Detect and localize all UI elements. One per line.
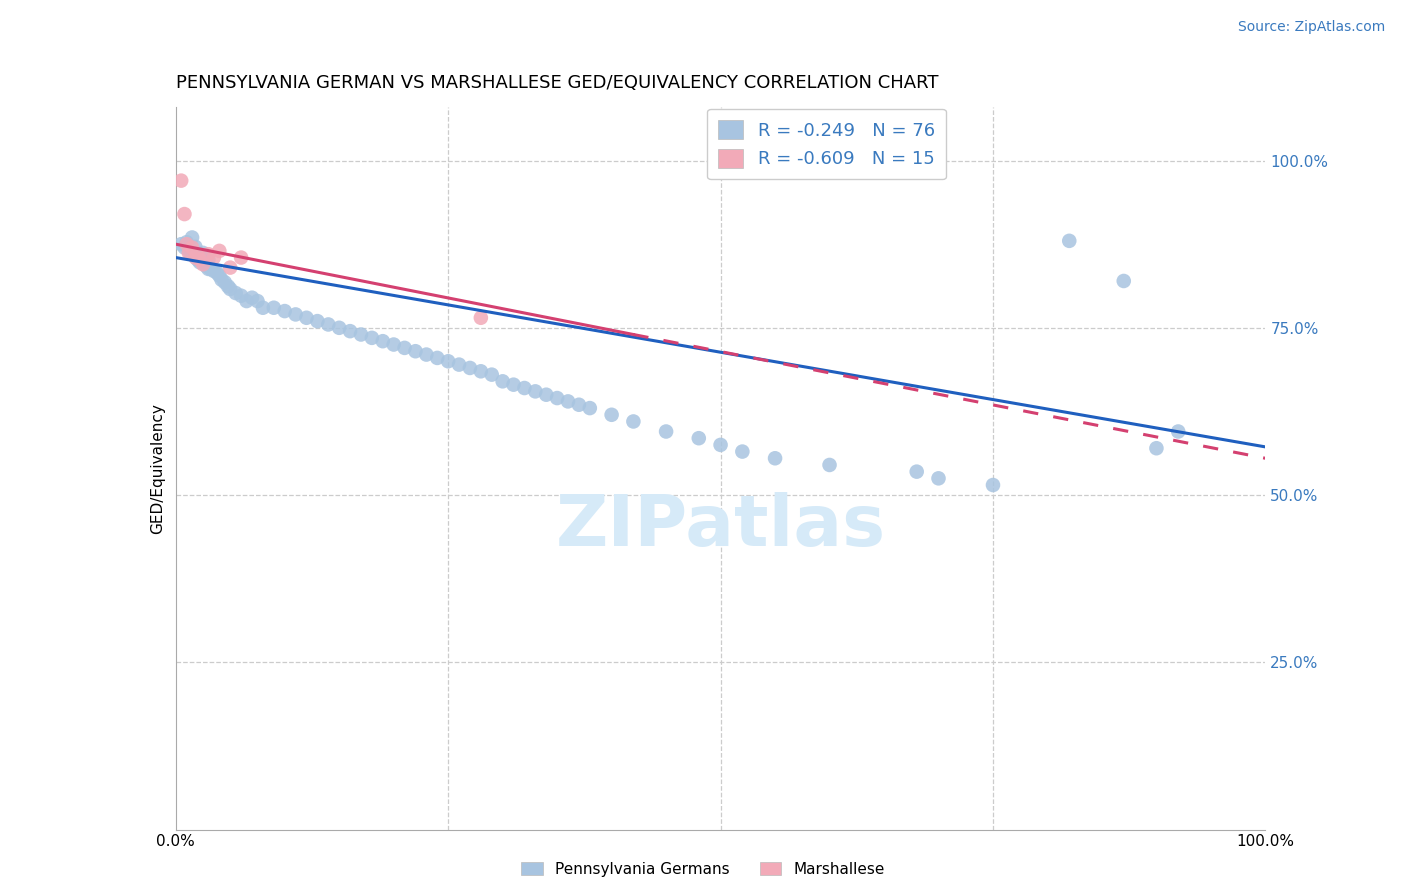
- Point: [481, 368, 503, 382]
- Point: [470, 364, 492, 378]
- Point: [981, 478, 1004, 492]
- Point: [208, 244, 231, 258]
- Point: [524, 384, 547, 399]
- Point: [382, 337, 405, 351]
- Point: [186, 249, 209, 263]
- Point: [177, 244, 200, 258]
- Point: [360, 331, 382, 345]
- Point: [176, 235, 198, 250]
- Point: [928, 471, 950, 485]
- Point: [191, 257, 214, 271]
- Point: [621, 415, 644, 429]
- Point: [184, 251, 207, 265]
- Point: [240, 291, 263, 305]
- Point: [546, 391, 568, 405]
- Point: [731, 444, 754, 458]
- Point: [371, 334, 394, 349]
- Point: [181, 246, 204, 260]
- Legend: Pennsylvania Germans, Marshallese: Pennsylvania Germans, Marshallese: [513, 854, 893, 884]
- Point: [688, 431, 710, 445]
- Point: [470, 310, 492, 325]
- Point: [170, 237, 193, 252]
- Point: [339, 324, 361, 338]
- Point: [181, 230, 204, 244]
- Point: [173, 241, 195, 255]
- Point: [447, 358, 470, 372]
- Point: [513, 381, 536, 395]
- Point: [284, 307, 307, 322]
- Point: [600, 408, 623, 422]
- Point: [181, 241, 204, 255]
- Point: [710, 438, 733, 452]
- Point: [557, 394, 579, 409]
- Point: [176, 237, 198, 252]
- Point: [184, 240, 207, 254]
- Point: [295, 310, 318, 325]
- Point: [818, 458, 841, 472]
- Point: [214, 276, 236, 290]
- Point: [186, 252, 209, 267]
- Point: [350, 327, 373, 342]
- Point: [191, 254, 214, 268]
- Point: [263, 301, 285, 315]
- Point: [655, 425, 678, 439]
- Point: [534, 387, 557, 401]
- Point: [437, 354, 460, 368]
- Point: [217, 279, 239, 293]
- Point: [195, 260, 218, 274]
- Point: [188, 252, 211, 267]
- Point: [568, 398, 591, 412]
- Point: [502, 377, 524, 392]
- Point: [225, 285, 247, 300]
- Point: [191, 246, 214, 260]
- Point: [235, 294, 257, 309]
- Point: [252, 301, 274, 315]
- Text: PENNSYLVANIA GERMAN VS MARSHALLESE GED/EQUIVALENCY CORRELATION CHART: PENNSYLVANIA GERMAN VS MARSHALLESE GED/E…: [176, 74, 938, 92]
- Point: [195, 251, 218, 265]
- Point: [1112, 274, 1135, 288]
- Point: [184, 249, 207, 263]
- Point: [318, 318, 340, 332]
- Point: [170, 174, 193, 188]
- Point: [200, 262, 222, 277]
- Point: [579, 401, 602, 416]
- Point: [307, 314, 329, 328]
- Point: [415, 348, 437, 362]
- Y-axis label: GED/Equivalency: GED/Equivalency: [149, 403, 165, 533]
- Point: [458, 361, 481, 376]
- Point: [205, 266, 228, 280]
- Point: [1144, 442, 1167, 456]
- Point: [197, 247, 219, 261]
- Point: [208, 268, 231, 283]
- Point: [219, 282, 242, 296]
- Point: [202, 264, 225, 278]
- Point: [231, 289, 253, 303]
- Point: [763, 451, 786, 466]
- Point: [202, 251, 225, 265]
- Text: ZIPatlas: ZIPatlas: [555, 491, 886, 560]
- Legend: R = -0.249   N = 76, R = -0.609   N = 15: R = -0.249 N = 76, R = -0.609 N = 15: [707, 109, 946, 179]
- Text: Source: ZipAtlas.com: Source: ZipAtlas.com: [1237, 20, 1385, 34]
- Point: [197, 252, 219, 267]
- Point: [426, 351, 449, 365]
- Point: [492, 375, 515, 389]
- Point: [328, 321, 350, 335]
- Point: [219, 260, 242, 275]
- Point: [231, 251, 253, 265]
- Point: [405, 344, 427, 359]
- Point: [246, 294, 269, 309]
- Point: [1057, 234, 1080, 248]
- Point: [905, 465, 928, 479]
- Point: [188, 255, 211, 269]
- Point: [274, 304, 297, 318]
- Point: [394, 341, 416, 355]
- Point: [1167, 425, 1189, 439]
- Point: [197, 262, 219, 277]
- Point: [177, 246, 200, 260]
- Point: [173, 207, 195, 221]
- Point: [211, 273, 233, 287]
- Point: [186, 250, 209, 264]
